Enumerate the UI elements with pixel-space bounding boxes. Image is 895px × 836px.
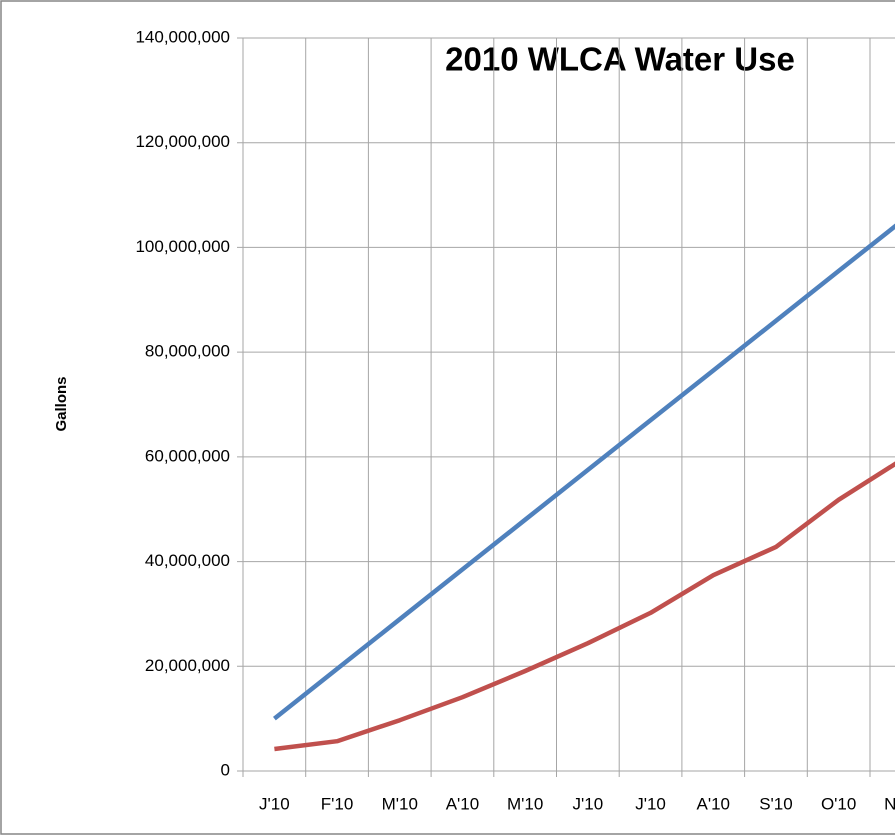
x-tick-label: M'10 (382, 794, 418, 813)
x-tick-label: J'10 (259, 794, 290, 813)
series-line (274, 461, 895, 752)
y-tick-label: 0 (221, 760, 230, 779)
y-tick-label: 80,000,000 (145, 342, 230, 361)
y-tick-label: 20,000,000 (145, 656, 230, 675)
y-tick-label: 40,000,000 (145, 551, 230, 570)
x-tick-label: N'10 (884, 794, 895, 813)
x-tick-label: A'10 (446, 794, 480, 813)
series-line (273, 223, 895, 721)
x-tick-label: S'10 (759, 794, 793, 813)
x-tick-label: M'10 (507, 794, 543, 813)
y-tick-label: 100,000,000 (135, 237, 230, 256)
y-tick-label: 60,000,000 (145, 446, 230, 465)
x-tick-label: A'10 (697, 794, 731, 813)
x-tick-label: F'10 (321, 794, 354, 813)
chart-title: 2010 WLCA Water Use (445, 41, 795, 78)
y-tick-label: 120,000,000 (135, 132, 230, 151)
y-tick-label: 140,000,000 (135, 27, 230, 46)
x-tick-label: O'10 (821, 794, 856, 813)
x-tick-label: J'10 (573, 794, 604, 813)
x-tick-label: J'10 (635, 794, 666, 813)
y-axis-label: Gallons (53, 376, 70, 431)
